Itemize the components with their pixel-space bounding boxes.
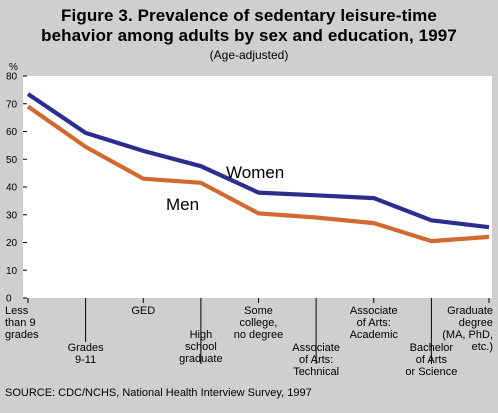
x-category-label-line: Grades: [68, 342, 105, 354]
x-category-label-line: of Arts:: [357, 317, 391, 329]
x-category-label-line: no degree: [234, 329, 284, 341]
x-category-label-line: of Arts:: [299, 354, 333, 366]
series-label-women: Women: [226, 163, 284, 182]
x-category-label-line: etc.): [472, 341, 493, 353]
series-lines: [26, 92, 490, 244]
x-category-label: High school graduate: [179, 329, 222, 365]
x-category-label-line: (MA, PhD,: [442, 329, 493, 341]
y-tick-label: 30: [6, 210, 18, 221]
y-tick-label: 50: [6, 155, 18, 166]
series-label-men: Men: [166, 195, 199, 214]
x-category-label: Associate of Arts: Technical: [292, 342, 340, 378]
x-category-label-line: Graduate: [447, 305, 493, 317]
x-category-label: Some college, no degree: [234, 305, 284, 341]
y-tick-label: 40: [6, 183, 18, 194]
x-category-label-line: college,: [240, 317, 278, 329]
x-category-label: Associate of Arts: Academic: [350, 305, 399, 341]
x-category-label-line: High: [190, 329, 213, 341]
x-category-label-line: Technical: [293, 366, 339, 378]
x-category-label-line: Associate: [350, 305, 398, 317]
x-category-label-line: than 9: [5, 317, 36, 329]
x-category-label: Grades 9-11: [68, 342, 105, 366]
plot-area: [23, 76, 492, 298]
x-category-label-line: or Science: [405, 366, 457, 378]
x-category-label-line: GED: [131, 305, 155, 317]
chart-title-line-2: behavior among adults by sex and educati…: [41, 26, 457, 45]
x-category-label: Graduate degree (MA, PhD, etc.): [442, 305, 493, 353]
y-tick-label: 10: [6, 266, 18, 277]
chart-subtitle: (Age-adjusted): [209, 48, 289, 62]
y-tick-label: 60: [6, 127, 18, 138]
x-category-label-line: Some: [244, 305, 273, 317]
x-category-label-line: degree: [459, 317, 493, 329]
x-category-label-line: Bachelor: [410, 342, 454, 354]
y-tick-label: 0: [6, 294, 12, 305]
x-category-label: Bachelor of Arts or Science: [405, 342, 457, 378]
y-tick-label: 80: [6, 72, 18, 83]
x-category-label-line: 9-11: [75, 354, 96, 366]
y-tick-label: 70: [6, 99, 18, 110]
x-category-label-line: Academic: [350, 329, 399, 341]
chart-title-line-1: Figure 3. Prevalence of sedentary leisur…: [61, 6, 437, 25]
x-category-label-line: graduate: [179, 353, 222, 365]
x-category-label: Less than 9 grades: [5, 305, 39, 341]
axis-ticks: [23, 75, 490, 364]
x-category-label-line: grades: [5, 329, 39, 341]
y-tick-label: 20: [6, 238, 18, 249]
y-axis-label: %: [9, 62, 18, 73]
x-category-label: GED: [131, 305, 155, 317]
x-category-label-line: of Arts: [416, 354, 448, 366]
x-category-label-line: school: [185, 341, 217, 353]
axis-labels: 0 10 20 30 40 50 60 70 80% Less than 9 grades Grades…: [5, 62, 493, 378]
source-note: SOURCE: CDC/NCHS, National Health Interv…: [5, 387, 312, 399]
x-category-label-line: Associate: [292, 342, 340, 354]
x-category-label-line: Less: [5, 305, 29, 317]
